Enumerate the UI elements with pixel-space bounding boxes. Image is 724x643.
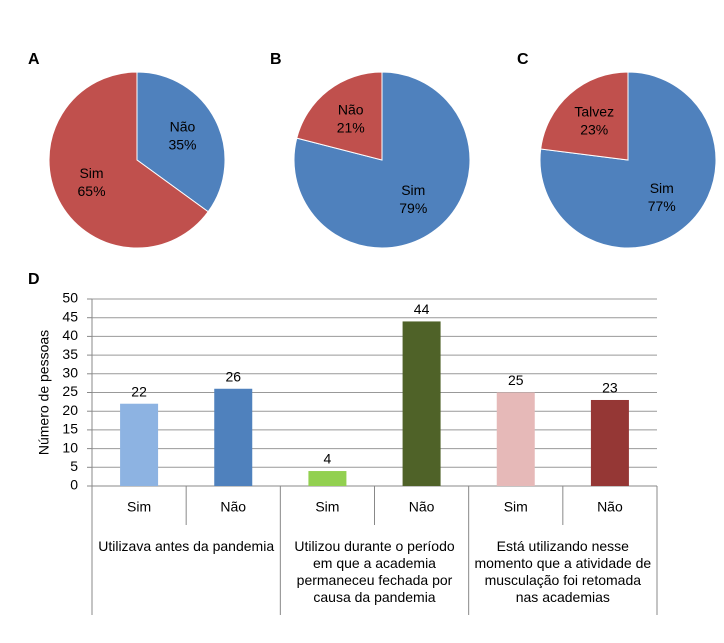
x-tick-label: Sim (127, 499, 151, 515)
data-label: 22 (131, 383, 147, 399)
y-tick-label: 15 (62, 421, 78, 437)
y-tick-label: 25 (62, 383, 78, 399)
bar (120, 403, 159, 486)
slice-name: Sim (401, 182, 425, 198)
y-tick-label: 0 (70, 477, 78, 493)
group-label: Utilizava antes da pandemia (98, 538, 275, 554)
pie-slice (293, 71, 471, 249)
slice-name: Talvez (574, 103, 614, 119)
y-axis-label: Número de pessoas (36, 330, 52, 455)
slice-value: 23% (580, 121, 608, 137)
data-label: 25 (508, 372, 524, 388)
slice-name: Não (170, 119, 196, 135)
y-tick-label: 5 (70, 458, 78, 474)
x-tick-label: Não (409, 499, 435, 515)
data-label: 44 (414, 301, 430, 317)
pie-slice (540, 71, 629, 161)
panel-label: C (517, 51, 529, 68)
group-label: Utilizou durante o período em que a acad… (294, 538, 455, 605)
y-tick-label: 10 (62, 439, 78, 455)
slice-name: Sim (650, 180, 674, 196)
slice-value: 21% (337, 119, 365, 135)
slice-value: 79% (399, 200, 427, 216)
y-tick-label: 30 (62, 365, 78, 381)
group-label: Está utilizando nesse momento que a ativ… (474, 538, 652, 605)
bar (214, 388, 253, 486)
pie-slice (136, 71, 226, 213)
slice-name: Não (338, 101, 364, 117)
bar (308, 471, 347, 486)
slice-name: Sim (79, 165, 103, 181)
y-tick-label: 45 (62, 308, 78, 324)
data-label: 23 (602, 380, 618, 396)
y-tick-label: 40 (62, 327, 78, 343)
panel-label: B (270, 51, 282, 68)
y-tick-label: 35 (62, 346, 78, 362)
y-tick-label: 20 (62, 402, 78, 418)
slice-value: 35% (168, 137, 196, 153)
y-tick-label: 50 (62, 290, 78, 306)
bar (590, 399, 629, 486)
pie-slice (296, 71, 383, 161)
x-tick-label: Sim (504, 499, 528, 515)
panel-label: D (28, 271, 40, 288)
panel-label: A (28, 51, 40, 68)
slice-value: 65% (78, 183, 106, 199)
bar (402, 321, 441, 486)
pie-slice (48, 71, 209, 249)
x-tick-label: Não (220, 499, 246, 515)
x-tick-label: Não (597, 499, 623, 515)
data-label: 26 (225, 368, 241, 384)
data-label: 4 (324, 451, 332, 467)
bar (496, 392, 535, 486)
slice-value: 77% (648, 198, 676, 214)
x-tick-label: Sim (315, 499, 339, 515)
